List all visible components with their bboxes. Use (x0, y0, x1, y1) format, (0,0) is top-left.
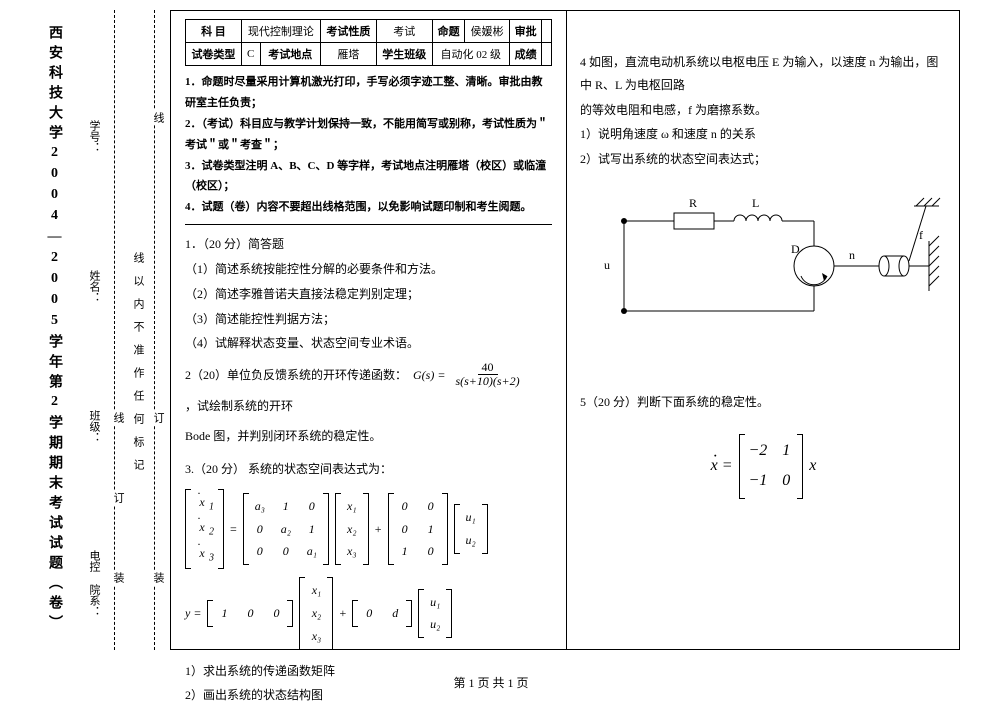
binding-mark: 线 (110, 410, 126, 425)
binding-line-1 (114, 10, 115, 650)
q5-lhs: x = (711, 451, 733, 481)
binding-caution: 线 以 内 不 准 作 任 何 标 记 (130, 250, 146, 472)
u-vec-2: u₁u₂ (418, 589, 452, 639)
field-dept: 电控 院系： (86, 550, 102, 617)
binding-mark: 订 (150, 410, 166, 425)
binding-mark: 装 (110, 570, 126, 585)
binding-mark: 装 (150, 570, 166, 585)
hdr-cell: 审批 (509, 20, 542, 43)
hdr-cell: 命题 (432, 20, 465, 43)
q2-den: s(s+10)(s+2) (451, 375, 523, 388)
A-matrix: a₃10 0a₂1 00a₁ (243, 493, 329, 565)
hdr-cell: 考试地点 (260, 43, 320, 66)
q5-eq: x = −21 −10 x (580, 434, 947, 499)
hdr-cell: 考试 (376, 20, 432, 43)
label-L: L (752, 196, 759, 210)
y-label: y = (185, 602, 201, 625)
q1-item: （1）简述系统按能控性分解的必要条件和方法。 (185, 258, 552, 281)
binding-mark: 线 (150, 110, 166, 125)
hdr-cell: 考试性质 (320, 20, 376, 43)
u-vec: u₁u₂ (454, 504, 488, 554)
q2-pre: 2（20）单位负反馈系统的开环传递函数： (185, 364, 407, 387)
circuit-diagram: R L D (584, 191, 944, 341)
right-body: 4 如图，直流电动机系统以电枢电压 E 为输入，以速度 n 为输出，图中 R、L… (580, 19, 947, 499)
note-line: 3．试卷类型注明 A、B、C、D 等字样，考试地点注明雁塔（校区）或临潼（校区）… (185, 156, 552, 198)
label-R: R (689, 196, 697, 210)
q4-s2: 2）试写出系统的状态空间表达式； (580, 148, 947, 171)
content-frame: 科 目 现代控制理论 考试性质 考试 命题 侯媛彬 审批 试卷类型 C 考试地点… (170, 10, 960, 650)
x-vec: x₁x₂x₃ (335, 493, 369, 565)
q4-p2: 的等效电阻和电感，f 为磨擦系数。 (580, 99, 947, 122)
instructions: 1．命题时尽量采用计算机激光打印，手写必须字迹工整、清晰。审批由教研室主任负责；… (185, 72, 552, 218)
q4-p1: 4 如图，直流电动机系统以电枢电压 E 为输入，以速度 n 为输出，图中 R、L… (580, 51, 947, 97)
hdr-cell: 试卷类型 (186, 43, 242, 66)
binding-mark: 订 (110, 490, 126, 505)
q5-head: 5（20 分）判断下面系统的稳定性。 (580, 391, 947, 414)
hdr-cell (542, 43, 552, 66)
q5-rhs: x (809, 451, 816, 481)
q2-fraction: 40 s(s+10)(s+2) (451, 361, 523, 388)
header-table: 科 目 现代控制理论 考试性质 考试 命题 侯媛彬 审批 试卷类型 C 考试地点… (185, 19, 552, 66)
vertical-title: 西安科技大学2004—2005学年第2学期期末考试试题（卷） (40, 10, 68, 650)
q2-line2: Bode 图，并判别闭环系统的稳定性。 (185, 425, 552, 448)
C-matrix: 100 (207, 600, 293, 627)
plus: + (339, 602, 346, 625)
hdr-cell: 科 目 (186, 20, 242, 43)
label-n: n (849, 248, 855, 262)
q3-head: 3.（20 分） 系统的状态空间表达式为： (185, 458, 552, 481)
hdr-cell: 学生班级 (376, 43, 432, 66)
B-matrix: 00 01 10 (388, 493, 448, 565)
hdr-cell: 雁塔 (320, 43, 376, 66)
q2-line1: 2（20）单位负反馈系统的开环传递函数： G(s) = 40 s(s+10)(s… (185, 361, 552, 417)
divider (185, 224, 552, 225)
hdr-cell: 自动化 02 级 (432, 43, 509, 66)
page-title: 西安科技大学2004—2005学年第2学期期末考试试题（卷） (44, 25, 64, 635)
x-vec-2: x₁x₂x₃ (299, 577, 333, 649)
note-line: 4．试题（卷）内容不要超出线格范围，以免影响试题印制和考生阅题。 (185, 197, 552, 218)
plus: + (375, 518, 382, 541)
binding-area: 装 订 线 装 订 线 线 以 内 不 准 作 任 何 标 记 电控 院系： 班… (74, 10, 164, 650)
q2-post: ，试绘制系统的开环 (185, 395, 293, 418)
binding-line-2 (154, 10, 155, 650)
q1-item: （3）简述能控性判据方法； (185, 308, 552, 331)
q2-num: 40 (478, 361, 498, 375)
hdr-cell: 侯媛彬 (465, 20, 509, 43)
hdr-cell: 成绩 (509, 43, 542, 66)
q1-head: 1．（20 分）简答题 (185, 233, 552, 256)
note-line: 1．命题时尽量采用计算机激光打印，手写必须字迹工整、清晰。审批由教研室主任负责； (185, 72, 552, 114)
q5-matrix: −21 −10 (739, 434, 804, 499)
page-footer: 第 1 页 共 1 页 (0, 674, 982, 691)
questions-body: 1．（20 分）简答题 （1）简述系统按能控性分解的必要条件和方法。 （2）简述… (185, 233, 552, 707)
field-class: 班级： (86, 410, 102, 443)
D-matrix: 0d (352, 600, 412, 627)
note-line: 2．（考试）科目应与教学计划保持一致，不能用简写或别称，考试性质为＂考试＂或＂考… (185, 114, 552, 156)
label-u: u (604, 258, 610, 272)
equals: = (230, 518, 237, 541)
q2-gs: G(s) = (413, 364, 445, 387)
q4-s1: 1）说明角速度 ω 和速度 n 的关系 (580, 123, 947, 146)
q3-state-eq: x1x2x3 = a₃10 0a₂1 00a₁ (185, 489, 552, 569)
q3-output-eq: y = 100 x₁x₂x₃ + 0d (185, 577, 552, 649)
field-name: 姓名： (86, 270, 102, 303)
left-column: 科 目 现代控制理论 考试性质 考试 命题 侯媛彬 审批 试卷类型 C 考试地点… (171, 11, 566, 649)
hdr-cell: C (241, 43, 260, 66)
hdr-cell: 现代控制理论 (241, 20, 320, 43)
xdot-vec: x1x2x3 (185, 489, 224, 569)
q1-item: （4）试解释状态变量、状态空间专业术语。 (185, 332, 552, 355)
label-D: D (791, 242, 800, 256)
hdr-cell (542, 20, 552, 43)
field-id: 学号： (86, 120, 102, 153)
exam-page: 西安科技大学2004—2005学年第2学期期末考试试题（卷） 装 订 线 装 订… (40, 10, 960, 650)
right-column: 4 如图，直流电动机系统以电枢电压 E 为输入，以速度 n 为输出，图中 R、L… (566, 11, 961, 649)
q1-item: （2）简述李雅普诺夫直接法稳定判别定理； (185, 283, 552, 306)
label-f: f (919, 228, 923, 242)
